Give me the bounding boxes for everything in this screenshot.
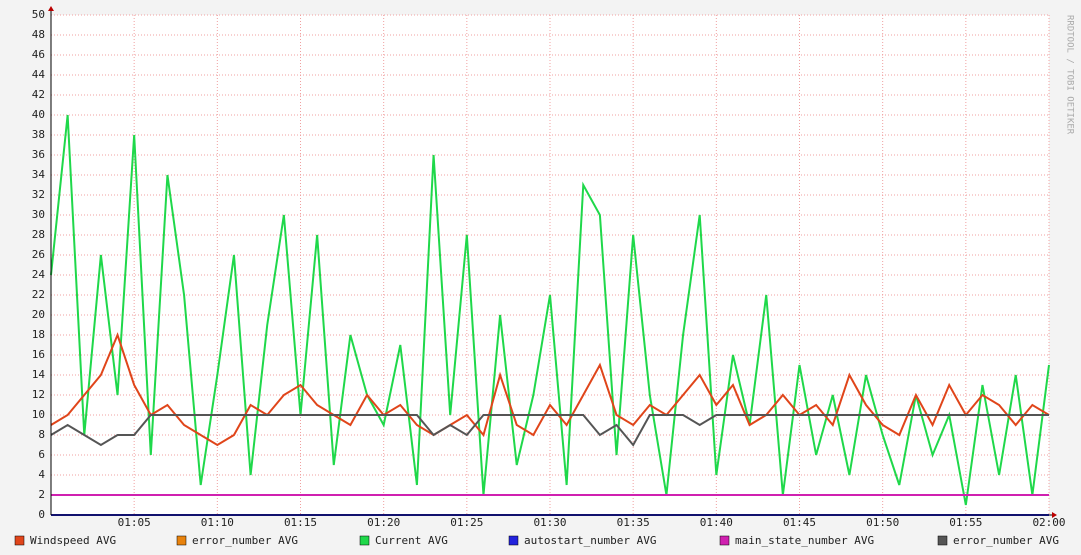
x-tick-label: 01:35 — [617, 516, 650, 529]
y-tick-label: 38 — [32, 128, 45, 141]
series-line — [50, 414, 1049, 447]
legend-swatch — [508, 535, 519, 546]
y-tick-label: 22 — [32, 288, 45, 301]
x-tick-label: 02:00 — [1032, 516, 1065, 529]
x-tick-label: 01:45 — [783, 516, 816, 529]
x-tick-label: 01:55 — [949, 516, 982, 529]
y-tick-label: 10 — [32, 408, 45, 421]
y-tick-label: 14 — [32, 368, 46, 381]
x-tick-label: 01:40 — [700, 516, 733, 529]
y-tick-label: 48 — [32, 28, 45, 41]
y-tick-label: 34 — [32, 168, 46, 181]
legend-label: Current AVG — [375, 534, 448, 547]
y-tick-label: 18 — [32, 328, 45, 341]
y-tick-label: 36 — [32, 148, 45, 161]
y-tick-label: 2 — [38, 488, 45, 501]
y-tick-label: 0 — [38, 508, 45, 521]
y-tick-label: 8 — [38, 428, 45, 441]
legend-swatch — [937, 535, 948, 546]
legend-label: autostart_number AVG — [524, 534, 656, 547]
y-tick-label: 32 — [32, 188, 45, 201]
legend-label: Windspeed AVG — [30, 534, 116, 547]
x-tick-label: 01:10 — [201, 516, 234, 529]
y-tick-label: 16 — [32, 348, 45, 361]
x-tick-label: 01:05 — [118, 516, 151, 529]
x-tick-label: 01:50 — [866, 516, 899, 529]
watermark: RRDTOOL / TOBI OETIKER — [1065, 15, 1075, 135]
series-line — [50, 332, 1050, 447]
legend-swatch — [719, 535, 730, 546]
x-tick-label: 01:25 — [450, 516, 483, 529]
legend-label: error_number AVG — [192, 534, 298, 547]
y-tick-label: 24 — [32, 268, 46, 281]
legend-swatch — [14, 535, 25, 546]
legend-swatch — [176, 535, 187, 546]
y-axis-arrow — [48, 6, 54, 11]
legend-label: main_state_number AVG — [735, 534, 874, 547]
x-tick-label: 01:20 — [367, 516, 400, 529]
y-tick-label: 28 — [32, 228, 45, 241]
y-tick-label: 46 — [32, 48, 45, 61]
y-tick-label: 12 — [32, 388, 45, 401]
legend-swatch — [359, 535, 370, 546]
x-axis-arrow — [1052, 512, 1057, 518]
y-tick-label: 6 — [38, 448, 45, 461]
y-tick-label: 4 — [38, 468, 45, 481]
y-tick-label: 30 — [32, 208, 45, 221]
y-tick-label: 40 — [32, 108, 45, 121]
y-tick-label: 50 — [32, 8, 45, 21]
y-tick-label: 20 — [32, 308, 45, 321]
x-tick-label: 01:15 — [284, 516, 317, 529]
y-tick-label: 42 — [32, 88, 45, 101]
y-tick-label: 44 — [32, 68, 46, 81]
x-tick-label: 01:30 — [533, 516, 566, 529]
y-tick-label: 26 — [32, 248, 45, 261]
legend-label: error_number AVG — [953, 534, 1059, 547]
series-line — [50, 114, 1050, 506]
